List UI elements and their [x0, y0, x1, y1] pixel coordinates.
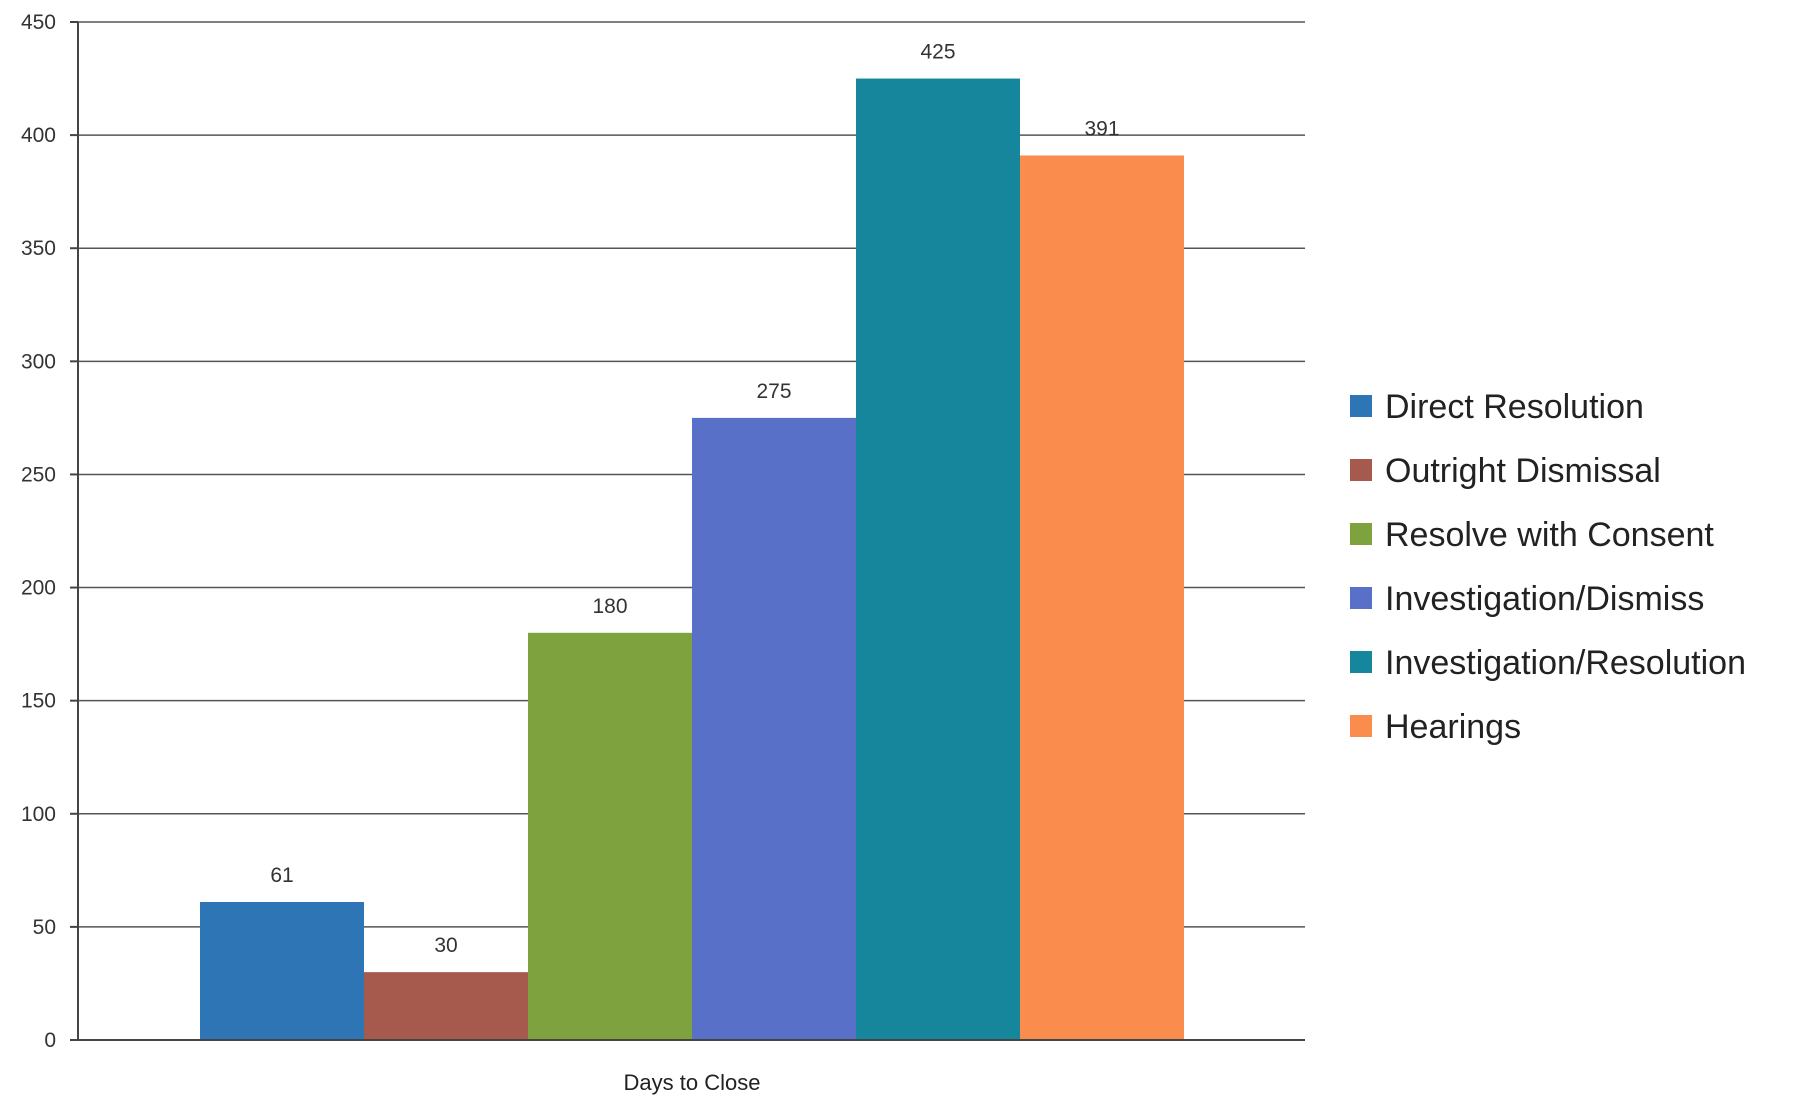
y-tick-label: 0 — [44, 1029, 56, 1052]
y-tick-label: 150 — [21, 690, 56, 713]
y-tick-label: 300 — [21, 350, 56, 373]
bar-investigation-resolution — [856, 78, 1020, 1041]
legend-swatch — [1350, 651, 1372, 673]
y-tick-label: 400 — [21, 124, 56, 147]
data-label: 61 — [270, 864, 293, 887]
y-tick-label: 200 — [21, 577, 56, 600]
legend-label: Direct Resolution — [1385, 388, 1644, 426]
bar-hearings — [1020, 155, 1184, 1040]
legend-swatch — [1350, 523, 1372, 545]
bar-resolve-with-consent — [528, 632, 692, 1040]
data-labels: 61 30 180 275 425 391 — [270, 41, 1119, 958]
bar-outright-dismissal — [364, 972, 528, 1040]
y-tick-label: 100 — [21, 803, 56, 826]
y-axis-ticks: 0 50 100 150 200 250 300 350 400 450 — [21, 11, 78, 1052]
data-label: 180 — [592, 595, 627, 618]
y-tick-label: 450 — [21, 11, 56, 34]
legend-label: Investigation/Dismiss — [1385, 580, 1704, 618]
bar-direct-resolution — [200, 902, 364, 1040]
gridlines — [78, 21, 1305, 928]
data-label: 275 — [756, 380, 791, 403]
legend-swatch — [1350, 459, 1372, 481]
data-label: 391 — [1084, 117, 1119, 140]
bars — [200, 78, 1184, 1041]
legend-label: Investigation/Resolution — [1385, 644, 1746, 682]
legend-label: Resolve with Consent — [1385, 516, 1714, 554]
legend-swatch — [1350, 715, 1372, 737]
legend-label: Outright Dismissal — [1385, 452, 1661, 490]
legend-label: Hearings — [1385, 708, 1521, 746]
y-tick-label: 350 — [21, 237, 56, 260]
data-label: 425 — [920, 41, 955, 64]
legend-swatch — [1350, 587, 1372, 609]
x-axis-title: Days to Close — [624, 1070, 761, 1095]
axes — [77, 22, 1305, 1041]
y-tick-label: 250 — [21, 463, 56, 486]
bar-investigation-dismiss — [692, 417, 856, 1040]
y-tick-label: 50 — [33, 916, 56, 939]
data-label: 30 — [434, 934, 457, 957]
legend: Direct Resolution Outright Dismissal Resol… — [1350, 388, 1746, 746]
legend-swatch — [1350, 395, 1372, 417]
